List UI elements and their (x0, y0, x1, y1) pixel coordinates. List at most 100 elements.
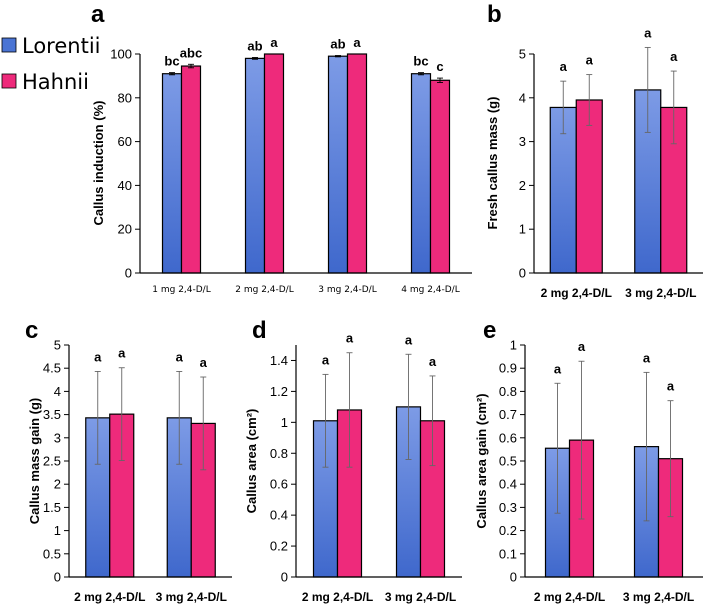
y-tick-label: 1 (54, 523, 61, 538)
bar-hahnii (346, 53, 368, 274)
y-axis-title: Fresh callus mass (g) (485, 97, 500, 230)
significance-label: a (578, 339, 586, 354)
significance-label: c (436, 59, 443, 74)
significance-label: a (670, 49, 678, 64)
x-category-label: 4 mg 2,4-D/L (401, 285, 459, 295)
x-category-label: 2 mg 2,4-D/L (302, 590, 373, 604)
significance-label: a (554, 361, 562, 376)
y-tick-label: 0.5 (499, 454, 517, 469)
x-category-label: 3 mg 2,4-D/L (385, 590, 456, 604)
chart-panel-b: Fresh callus mass (g) 0 1 2 3 4 5 a a 2 mg 2,4-D/… (485, 25, 703, 300)
bar-lorentii (549, 106, 577, 274)
y-tick-label: 0.4 (270, 508, 288, 523)
y-tick-label: 0 (281, 570, 288, 585)
y-axis-title: Callus mass gain (g) (27, 398, 42, 524)
y-tick-label: 100 (110, 47, 132, 62)
bar-lorentii (244, 57, 266, 274)
significance-label: a (429, 354, 437, 369)
significance-label: abc (180, 45, 202, 60)
y-tick-label: 1.5 (43, 500, 61, 515)
bar-lorentii (410, 73, 432, 274)
significance-label: a (200, 355, 208, 370)
y-tick-label: 1 (510, 338, 517, 353)
y-tick-label: 2.5 (43, 454, 61, 469)
y-tick-label: 60 (118, 134, 132, 149)
bar-hahnii (575, 99, 603, 274)
significance-label: a (644, 25, 652, 40)
significance-label: a (353, 35, 361, 50)
significance-label: bc (413, 54, 428, 69)
y-tick-label: 0.6 (270, 477, 288, 492)
y-tick-label: 4.5 (43, 361, 61, 376)
significance-label: a (667, 379, 675, 394)
x-category-label: 2 mg 2,4-D/L (74, 590, 145, 604)
x-category-label: 2 mg 2,4-D/L (541, 286, 612, 300)
y-tick-label: 1 (519, 222, 526, 237)
y-tick-label: 0.8 (270, 446, 288, 461)
significance-label: ab (330, 37, 345, 52)
significance-label: a (118, 346, 126, 361)
y-tick-label: 0.3 (499, 500, 517, 515)
x-category-label: 2 mg 2,4-D/L (235, 285, 293, 295)
significance-label: a (643, 350, 651, 365)
significance-label: ab (247, 39, 262, 54)
panel-letter-a: a (91, 1, 105, 28)
y-tick-label: 40 (118, 178, 132, 193)
y-tick-label: 0 (519, 266, 526, 281)
legend-swatch-hahnii (1, 73, 17, 89)
y-tick-label: 0.4 (499, 477, 517, 492)
y-tick-label: 3 (54, 430, 61, 445)
panel-letter-e: e (483, 317, 496, 344)
y-tick-label: 3.5 (43, 407, 61, 422)
x-category-label: 1 mg 2,4-D/L (152, 285, 210, 295)
bar-lorentii (161, 73, 183, 274)
y-tick-label: 4 (519, 90, 526, 105)
significance-label: a (346, 331, 354, 346)
x-category-label: 2 mg 2,4-D/L (534, 590, 605, 604)
y-tick-label: 20 (118, 222, 132, 237)
y-axis-title: Callus area (cm²) (244, 409, 259, 514)
y-tick-label: 0.5 (43, 546, 61, 561)
y-tick-label: 0 (54, 570, 61, 585)
y-tick-label: 1 (281, 415, 288, 430)
x-category-label: 3 mg 2,4-D/L (156, 590, 227, 604)
bar-hahnii (263, 53, 285, 274)
y-tick-label: 0 (510, 570, 517, 585)
y-tick-label: 0.7 (499, 407, 517, 422)
y-axis-title: Callus induction (%) (91, 101, 106, 226)
chart-panel-d: Callus area (cm²) 0 0.2 0.4 0.6 0.8 1 1.2 1.4 a a 2… (244, 331, 462, 604)
significance-label: a (560, 59, 568, 74)
significance-label: a (94, 349, 102, 364)
y-tick-label: 0.1 (499, 546, 517, 561)
y-tick-label: 2 (54, 477, 61, 492)
y-tick-label: 1.4 (270, 353, 288, 368)
significance-label: a (405, 332, 413, 347)
significance-label: a (322, 352, 330, 367)
y-tick-label: 0.2 (499, 523, 517, 538)
y-tick-label: 5 (54, 338, 61, 353)
panel-letter-b: b (487, 1, 502, 28)
chart-panel-e: Callus area gain (cm²) 0 0.1 0.2 0.3 0.4 0.5 0.… (474, 338, 703, 604)
significance-label: bc (164, 54, 179, 69)
y-tick-label: 0.9 (499, 361, 517, 376)
chart-panel-c: Callus mass gain (g) 0 0.5 1 1.5 2 2.5 3 3.5 4 4.5… (27, 338, 232, 604)
legend-label-lorentii: Lorentii (22, 34, 100, 58)
y-tick-label: 1.2 (270, 384, 288, 399)
y-tick-label: 0.6 (499, 430, 517, 445)
panel-letter-d: d (252, 317, 267, 344)
significance-label: a (586, 53, 594, 68)
significance-label: a (270, 35, 278, 50)
legend-label-hahnii: Hahnii (22, 70, 89, 94)
y-tick-label: 4 (54, 384, 61, 399)
y-tick-label: 0.2 (270, 539, 288, 554)
bar-lorentii (327, 55, 349, 274)
bar-hahnii (429, 79, 451, 274)
y-tick-label: 80 (118, 90, 132, 105)
bar-hahnii (180, 65, 202, 274)
y-tick-label: 0 (125, 266, 132, 281)
y-axis-title: Callus area gain (cm²) (474, 393, 489, 528)
y-tick-label: 0.8 (499, 384, 517, 399)
x-category-label: 3 mg 2,4-D/L (318, 285, 376, 295)
